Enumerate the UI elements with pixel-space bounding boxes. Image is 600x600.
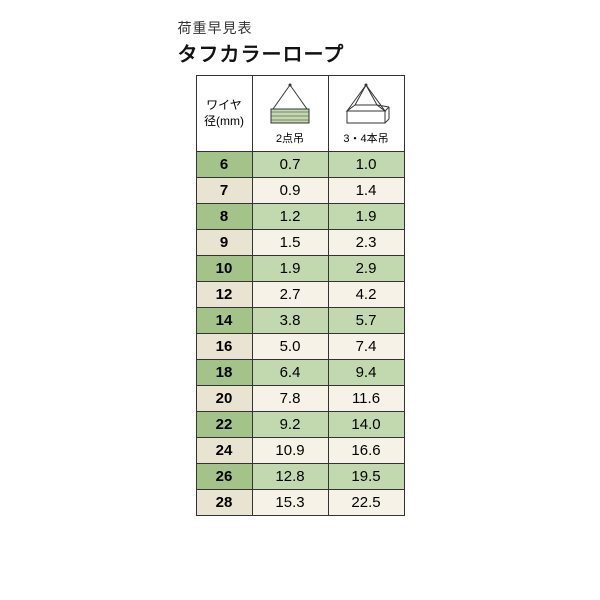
header-three-four-sling: 3・4本吊 bbox=[328, 76, 404, 152]
table-row: 2410.916.6 bbox=[196, 438, 404, 464]
header-block: 荷重早見表 タフカラーロープ bbox=[178, 18, 428, 67]
wire-diameter-cell: 16 bbox=[196, 334, 252, 360]
table-title: タフカラーロープ bbox=[178, 38, 428, 67]
two-point-value-cell: 6.4 bbox=[252, 360, 328, 386]
wire-diameter-cell: 18 bbox=[196, 360, 252, 386]
three-four-value-cell: 22.5 bbox=[328, 490, 404, 516]
wire-diameter-cell: 6 bbox=[196, 152, 252, 178]
two-point-value-cell: 2.7 bbox=[252, 282, 328, 308]
wire-diameter-cell: 26 bbox=[196, 464, 252, 490]
table-row: 165.07.4 bbox=[196, 334, 404, 360]
wire-label-line1: ワイヤ bbox=[206, 98, 242, 112]
table-row: 60.71.0 bbox=[196, 152, 404, 178]
table-row: 186.49.4 bbox=[196, 360, 404, 386]
wire-diameter-cell: 14 bbox=[196, 308, 252, 334]
two-point-value-cell: 0.9 bbox=[252, 178, 328, 204]
table-row: 70.91.4 bbox=[196, 178, 404, 204]
three-four-value-cell: 4.2 bbox=[328, 282, 404, 308]
table-row: 81.21.9 bbox=[196, 204, 404, 230]
two-point-value-cell: 1.2 bbox=[252, 204, 328, 230]
table-subtitle: 荷重早見表 bbox=[178, 18, 428, 38]
table-row: 2815.322.5 bbox=[196, 490, 404, 516]
wire-diameter-cell: 8 bbox=[196, 204, 252, 230]
table-row: 122.74.2 bbox=[196, 282, 404, 308]
three-four-value-cell: 1.0 bbox=[328, 152, 404, 178]
three-four-sling-icon bbox=[339, 83, 393, 127]
table-body: 60.71.070.91.481.21.991.52.3101.92.9122.… bbox=[196, 152, 404, 516]
three-four-value-cell: 7.4 bbox=[328, 334, 404, 360]
three-four-value-cell: 1.4 bbox=[328, 178, 404, 204]
three-four-value-cell: 11.6 bbox=[328, 386, 404, 412]
three-four-value-cell: 14.0 bbox=[328, 412, 404, 438]
two-point-value-cell: 7.8 bbox=[252, 386, 328, 412]
wire-diameter-cell: 28 bbox=[196, 490, 252, 516]
three-four-value-cell: 5.7 bbox=[328, 308, 404, 334]
wire-diameter-cell: 7 bbox=[196, 178, 252, 204]
two-point-value-cell: 15.3 bbox=[252, 490, 328, 516]
two-point-value-cell: 1.9 bbox=[252, 256, 328, 282]
three-four-value-cell: 2.3 bbox=[328, 230, 404, 256]
wire-diameter-cell: 20 bbox=[196, 386, 252, 412]
two-point-value-cell: 9.2 bbox=[252, 412, 328, 438]
two-point-value-cell: 1.5 bbox=[252, 230, 328, 256]
load-reference-table: ワイヤ 径(mm) 2点吊 bbox=[196, 75, 405, 516]
three-four-label: 3・4本吊 bbox=[329, 130, 404, 148]
wire-diameter-cell: 9 bbox=[196, 230, 252, 256]
table-row: 101.92.9 bbox=[196, 256, 404, 282]
two-point-value-cell: 0.7 bbox=[252, 152, 328, 178]
three-four-value-cell: 2.9 bbox=[328, 256, 404, 282]
three-four-value-cell: 19.5 bbox=[328, 464, 404, 490]
three-four-value-cell: 16.6 bbox=[328, 438, 404, 464]
two-point-sling-icon bbox=[265, 83, 315, 127]
two-point-value-cell: 5.0 bbox=[252, 334, 328, 360]
table-row: 229.214.0 bbox=[196, 412, 404, 438]
two-point-value-cell: 12.8 bbox=[252, 464, 328, 490]
table-row: 143.85.7 bbox=[196, 308, 404, 334]
header-wire-diameter: ワイヤ 径(mm) bbox=[196, 76, 252, 152]
two-point-value-cell: 10.9 bbox=[252, 438, 328, 464]
three-four-value-cell: 1.9 bbox=[328, 204, 404, 230]
table-row: 2612.819.5 bbox=[196, 464, 404, 490]
wire-diameter-cell: 22 bbox=[196, 412, 252, 438]
header-two-point-sling: 2点吊 bbox=[252, 76, 328, 152]
table-row: 207.811.6 bbox=[196, 386, 404, 412]
table-header-row: ワイヤ 径(mm) 2点吊 bbox=[196, 76, 404, 152]
two-point-label: 2点吊 bbox=[253, 130, 328, 148]
three-four-value-cell: 9.4 bbox=[328, 360, 404, 386]
wire-diameter-cell: 24 bbox=[196, 438, 252, 464]
table-row: 91.52.3 bbox=[196, 230, 404, 256]
wire-diameter-cell: 12 bbox=[196, 282, 252, 308]
two-point-value-cell: 3.8 bbox=[252, 308, 328, 334]
wire-diameter-cell: 10 bbox=[196, 256, 252, 282]
wire-label-line2: 径(mm) bbox=[204, 114, 244, 128]
